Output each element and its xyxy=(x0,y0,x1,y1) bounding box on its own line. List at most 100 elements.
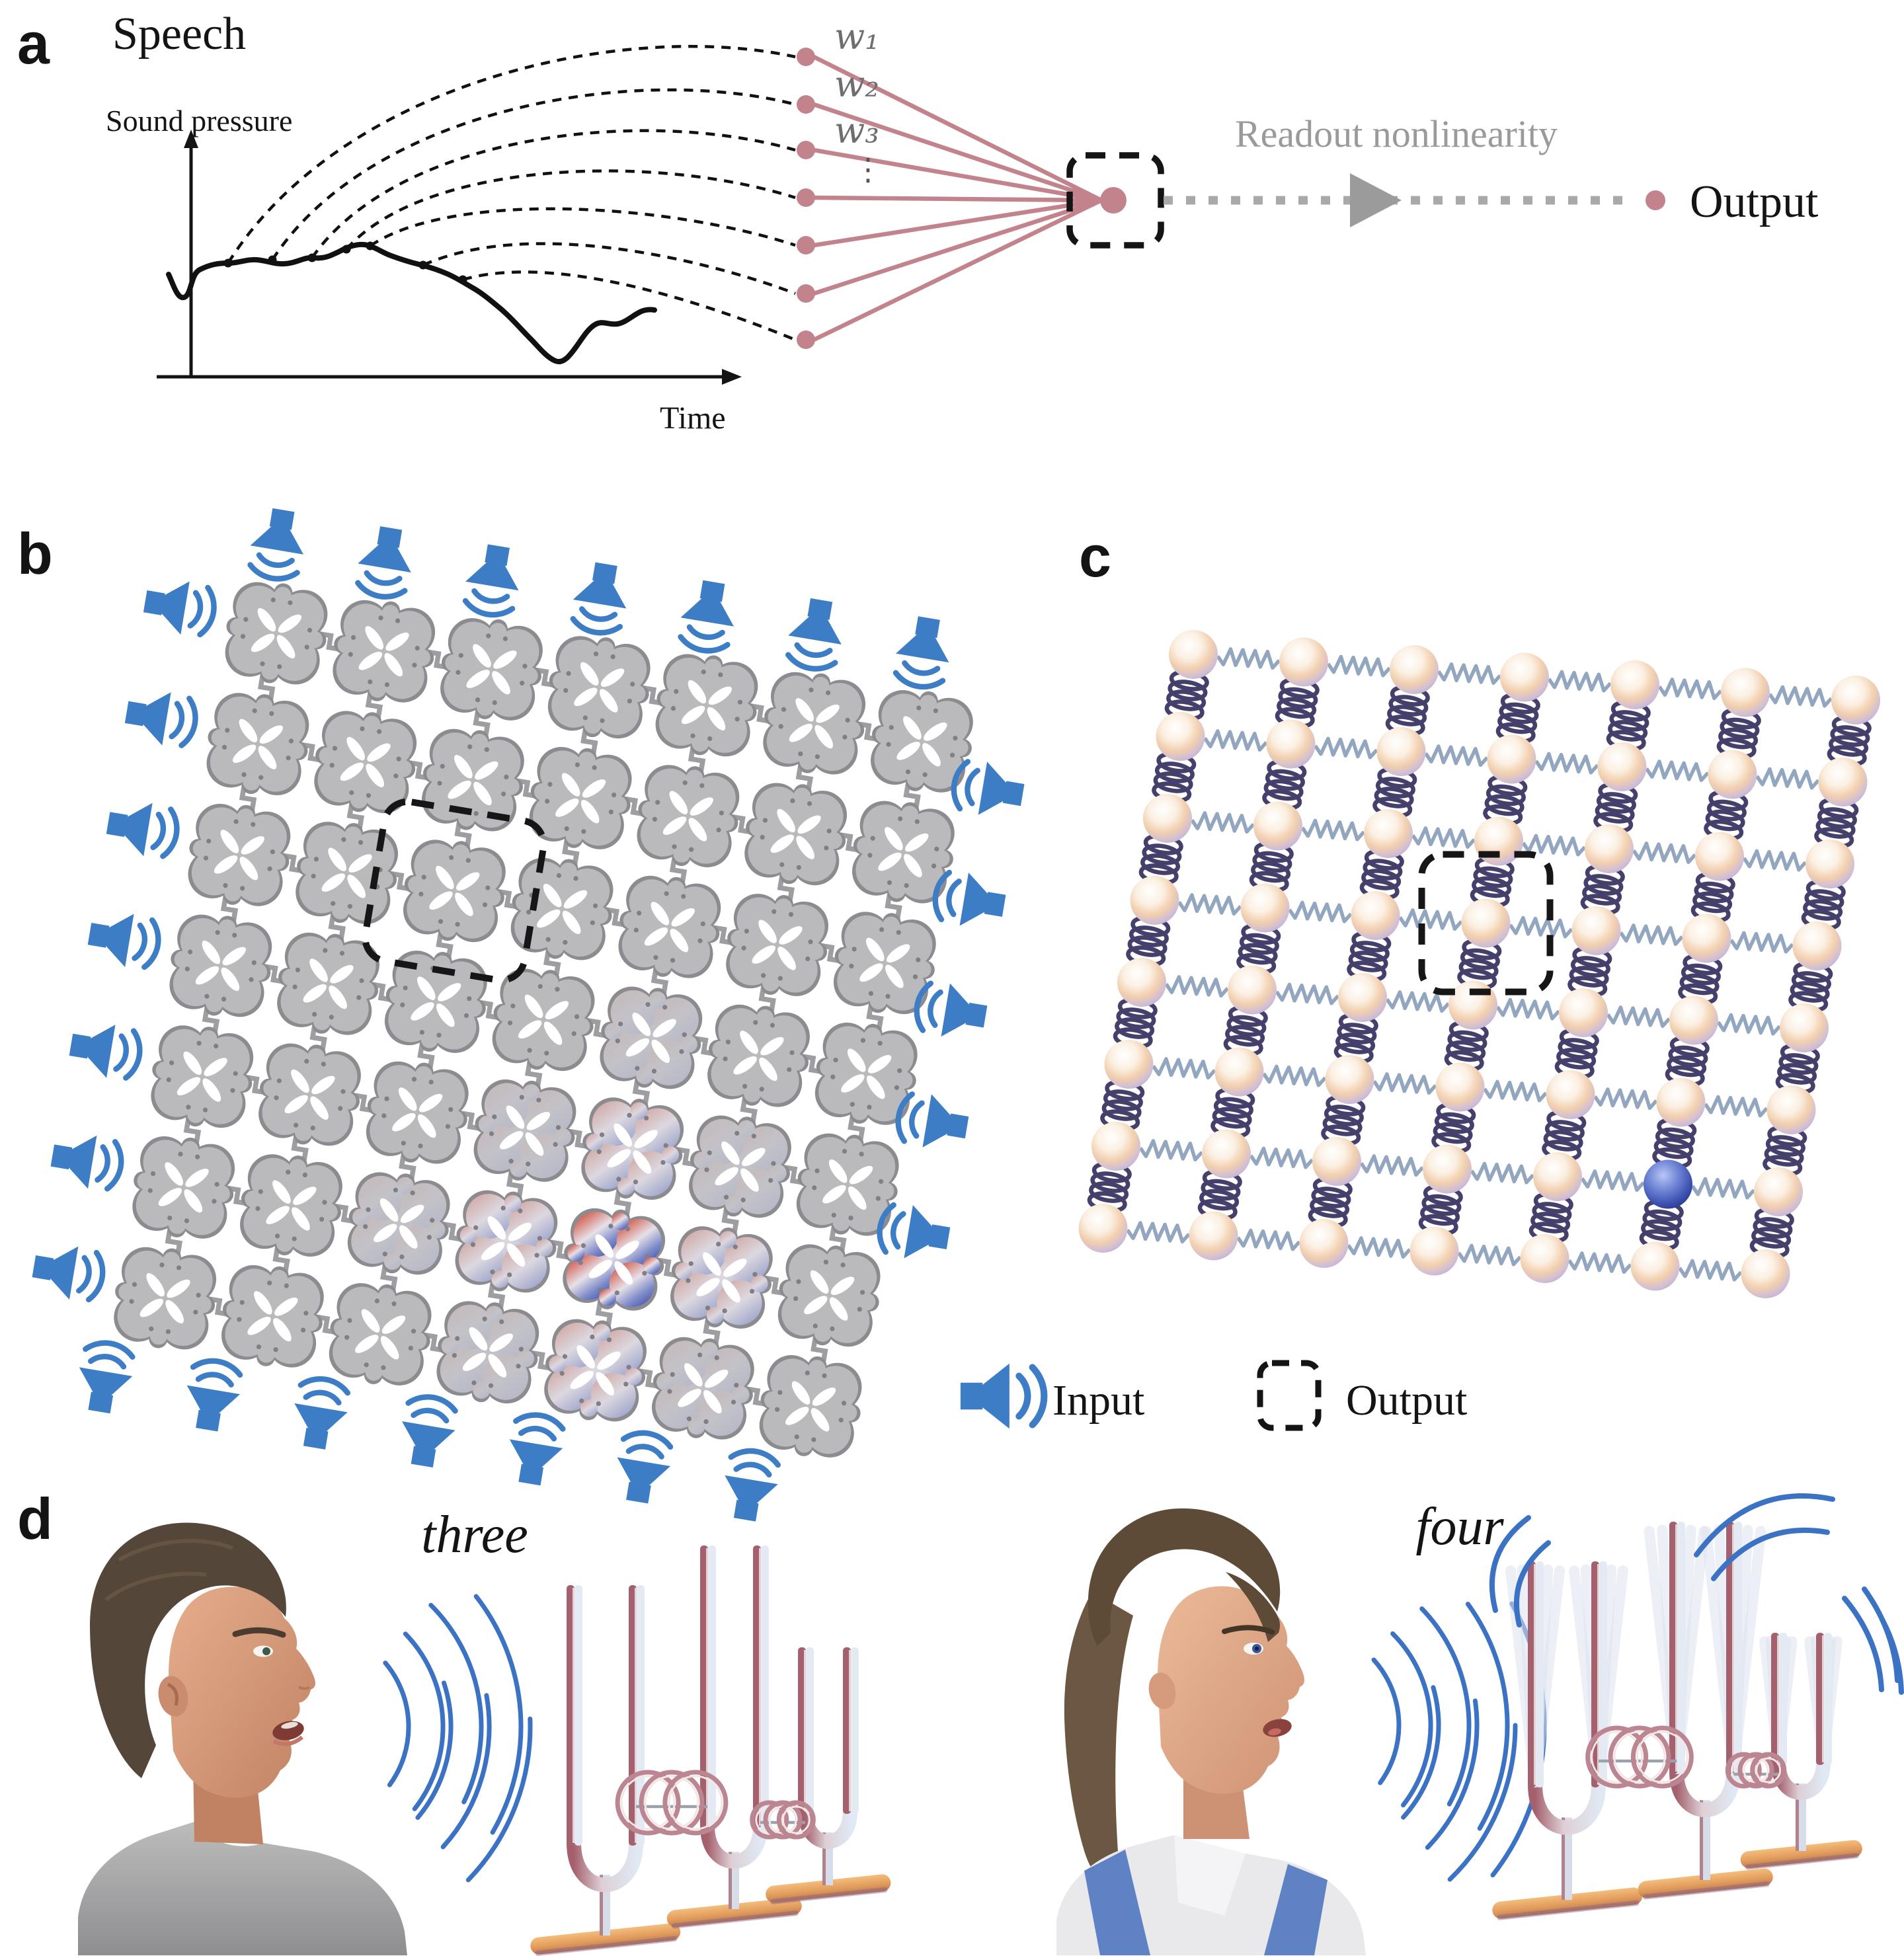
input-nodes xyxy=(797,48,1127,349)
vertical-spring-loop xyxy=(1751,1227,1792,1249)
fork-u-bend xyxy=(1669,1771,1741,1817)
tuning-fork xyxy=(530,1585,681,1956)
panel-d-label: d xyxy=(17,1486,53,1551)
lattice-link xyxy=(562,838,580,869)
horizontal-spring xyxy=(1411,826,1476,849)
mass-sphere xyxy=(1533,1152,1582,1201)
horizontal-spring xyxy=(1359,1154,1425,1177)
lattice-link xyxy=(328,913,346,944)
fork-tine-pale xyxy=(708,1545,716,1828)
spoken-word-four: four xyxy=(1415,1498,1504,1556)
vertical-spring-loop xyxy=(1421,1194,1462,1216)
fork-tine-pale xyxy=(851,1647,859,1814)
output-label: Output xyxy=(1690,176,1819,227)
lattice-link xyxy=(811,1335,828,1366)
vertical-spring-loop xyxy=(1225,1025,1265,1047)
speaker-icon-left xyxy=(122,685,200,750)
speaker-icon-top xyxy=(676,578,740,655)
lattice-link xyxy=(543,949,561,980)
vertical-spring-loop xyxy=(1830,725,1870,747)
horizontal-spring xyxy=(1300,818,1366,841)
horizontal-spring xyxy=(1704,1095,1768,1118)
vertical-spring-loop xyxy=(1310,1196,1350,1218)
waveform-sample-point xyxy=(458,275,467,284)
vertical-spring-loop xyxy=(1641,1219,1681,1241)
horizontal-spring xyxy=(1645,760,1710,783)
waveform-sample-point xyxy=(268,255,277,264)
vertical-spring-loop xyxy=(1777,1063,1817,1085)
fork-stem-edge xyxy=(822,1832,826,1885)
horizontal-spring xyxy=(1716,1013,1782,1036)
sound-wave-arc xyxy=(1447,1723,1518,1882)
mass-sphere xyxy=(1117,958,1166,1007)
mass-sphere xyxy=(1104,1040,1154,1089)
clover-cell xyxy=(322,1276,439,1393)
lattice-link xyxy=(346,802,365,833)
waveform-sample-point xyxy=(223,258,233,268)
weight-label-w3: w₃ xyxy=(834,110,879,151)
mass-sphere xyxy=(1695,832,1744,881)
fork-tine-pale xyxy=(1824,1633,1832,1765)
clover-cell xyxy=(630,758,746,875)
vertical-spring-loop xyxy=(1447,1030,1488,1052)
mass-sphere xyxy=(1520,1234,1569,1283)
man-hair-strands xyxy=(104,1539,234,1602)
vertical-spring-loop xyxy=(1569,966,1609,988)
horizontal-spring xyxy=(1203,729,1268,752)
fork-base xyxy=(766,1874,891,1904)
horizontal-spring xyxy=(1138,1139,1204,1162)
vertical-spring-loop xyxy=(1530,1212,1571,1233)
vertical-spring-loop xyxy=(1277,697,1317,719)
fork-base-shadow xyxy=(1745,1853,1859,1870)
clover-cell xyxy=(307,704,424,820)
vertical-spring-loop xyxy=(1778,1053,1819,1075)
vertical-spring-loop xyxy=(1238,943,1278,965)
clover-cell xyxy=(288,814,405,931)
clover-cell xyxy=(396,832,513,949)
vertical-spring-loop xyxy=(1765,1135,1805,1157)
legend-input-label: Input xyxy=(1052,1376,1144,1425)
horizontal-spring xyxy=(1216,647,1281,670)
vertical-spring-loop xyxy=(1499,702,1539,724)
vertical-spring-loop xyxy=(1705,809,1745,832)
woman-hair xyxy=(1088,1508,1281,1646)
excited-neighbor-cell xyxy=(537,1312,654,1428)
clover-cell xyxy=(504,851,620,967)
lattice-link xyxy=(473,709,491,740)
horizontal-spring xyxy=(1567,1251,1632,1274)
vertical-spring-loop xyxy=(1570,956,1610,978)
vertical-spring-loop xyxy=(1692,891,1733,914)
horizontal-spring xyxy=(1347,1236,1411,1259)
vertical-spring-loop xyxy=(1764,1145,1804,1167)
mass-sphere xyxy=(1831,676,1880,724)
mass-sphere xyxy=(1610,660,1659,709)
fork-stem-edge xyxy=(1562,1817,1565,1900)
fork-u-bend xyxy=(1528,1784,1606,1835)
coupling-spring-loop xyxy=(1750,1752,1787,1789)
coupling-spring-loop xyxy=(662,1770,729,1836)
sampling-arc xyxy=(271,88,796,261)
vertical-spring-loop xyxy=(1681,963,1721,986)
vertical-spring-loop xyxy=(1374,787,1414,808)
sound-wave-arc xyxy=(1371,1657,1402,1785)
lattice-link xyxy=(740,1096,758,1126)
mass-sphere xyxy=(1091,1122,1140,1171)
mass-sphere xyxy=(1078,1204,1128,1253)
mass-sphere xyxy=(1228,965,1277,1015)
clover-cell xyxy=(233,1147,350,1264)
lattice-link xyxy=(506,1171,524,1201)
input-node xyxy=(797,48,815,66)
fork-tine-pale xyxy=(1734,1522,1742,1774)
mass-sphere xyxy=(1741,1249,1790,1298)
lattice-link xyxy=(417,1042,435,1072)
lattice-link xyxy=(165,1228,183,1258)
mass-sphere xyxy=(1474,816,1523,866)
panel-c: c Input Output xyxy=(961,524,1880,1428)
horizontal-spring xyxy=(1657,678,1723,701)
readout-label: Readout nonlinearity xyxy=(1235,112,1558,155)
horizontal-spring xyxy=(1470,1161,1535,1185)
mass-sphere xyxy=(1240,883,1290,933)
lattice-link xyxy=(758,985,776,1015)
fork-tine-highlight xyxy=(1822,1635,1825,1762)
woman-hair-side xyxy=(1226,1572,1281,1642)
